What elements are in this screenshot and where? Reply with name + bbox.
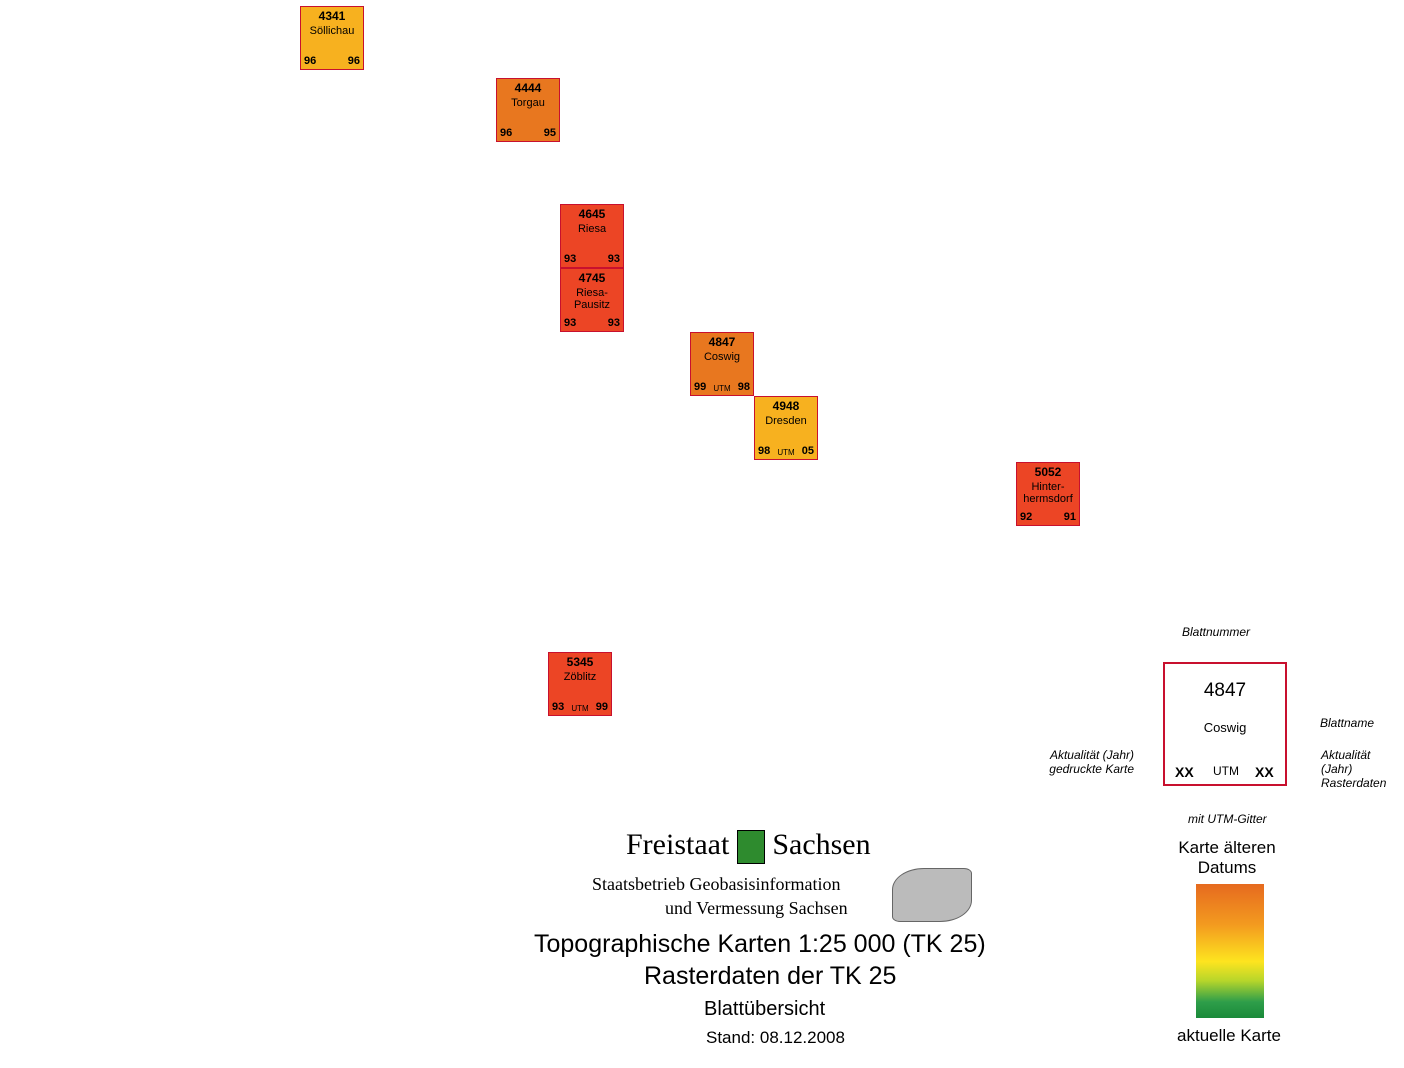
sheet-year-print: 96 bbox=[500, 127, 513, 139]
legend-right-note: Aktualität (Jahr) Rasterdaten bbox=[1321, 748, 1387, 790]
legend-current: aktuelle Karte bbox=[1177, 1026, 1281, 1045]
agency-line-1: Staatsbetrieb Geobasisinformation bbox=[592, 874, 841, 894]
sheet-year-print: 98 bbox=[758, 445, 771, 457]
legend-utm-note: mit UTM-Gitter bbox=[1188, 812, 1267, 826]
sheet-number: 4948 bbox=[772, 399, 800, 413]
sheet-year-raster: 93 bbox=[607, 253, 620, 265]
sheet-year-raster: 98 bbox=[737, 381, 750, 393]
logo-sachsen: Sachsen bbox=[772, 828, 871, 861]
title-date: Stand: 08.12.2008 bbox=[706, 1028, 845, 1047]
saxony-shape-icon bbox=[892, 868, 972, 922]
logo-freistaat: Freistaat bbox=[626, 828, 730, 861]
legend-xx-print: XX bbox=[1175, 764, 1194, 780]
legend-blattnummer: Blattnummer bbox=[1182, 625, 1251, 639]
color-ramp bbox=[1196, 884, 1264, 1018]
sheet-year-print: 93 bbox=[564, 253, 577, 265]
sheet-year-raster: 95 bbox=[543, 127, 556, 139]
map-sheet[interactable]: 4847 Coswig 99 UTM 98 bbox=[690, 332, 754, 396]
title-overview: Blattübersicht bbox=[704, 998, 826, 1020]
sheet-name: Dresden bbox=[765, 415, 807, 427]
sheet-number: 4745 bbox=[578, 271, 606, 285]
sheet-name: Coswig bbox=[703, 351, 741, 363]
sheet-year-print: 93 bbox=[552, 701, 565, 713]
sheet-name: Söllichau bbox=[309, 25, 355, 37]
legend-older: Karte älteren Datums bbox=[1178, 838, 1276, 877]
title-main: Topographische Karten 1:25 000 (TK 25) bbox=[534, 930, 986, 958]
sheet-year-raster: 93 bbox=[607, 317, 620, 329]
legend-example-name: Coswig bbox=[1203, 720, 1247, 735]
title-sub: Rasterdaten der TK 25 bbox=[644, 962, 897, 990]
sheet-year-print: 93 bbox=[564, 317, 577, 329]
legend-example-sheet: 4847 Coswig XX UTM XX bbox=[1163, 662, 1287, 786]
sheet-name: Torgau bbox=[511, 97, 545, 109]
map-sheet[interactable]: 4745 Riesa-Pausitz 93 93 bbox=[560, 268, 624, 332]
legend-example-number: 4847 bbox=[1203, 680, 1247, 701]
sheet-number: 4444 bbox=[514, 81, 542, 95]
sheet-number: 5052 bbox=[1034, 465, 1062, 479]
sheet-name: Riesa-Pausitz bbox=[573, 287, 611, 311]
map-sheet[interactable]: 4948 Dresden 98 UTM 05 bbox=[754, 396, 818, 460]
sheet-year-raster: 91 bbox=[1063, 511, 1076, 523]
map-sheet[interactable]: 5345 Zöblitz 93 UTM 99 bbox=[548, 652, 612, 716]
legend-xx-raster: XX bbox=[1255, 764, 1274, 780]
logo-line: Freistaat Sachsen bbox=[626, 828, 871, 865]
sheet-year-print: 92 bbox=[1020, 511, 1033, 523]
map-sheet[interactable]: 4341 Söllichau 96 96 bbox=[300, 6, 364, 70]
sheet-number: 4847 bbox=[708, 335, 736, 349]
legend-left-note: Aktualität (Jahr) gedruckte Karte bbox=[1049, 748, 1134, 776]
sheet-name: Riesa bbox=[577, 223, 607, 235]
sheet-year-print: 96 bbox=[304, 55, 317, 67]
sheet-year-raster: 05 bbox=[801, 445, 814, 457]
sheet-year-raster: 99 bbox=[595, 701, 608, 713]
legend-utm: UTM bbox=[1213, 764, 1239, 778]
sheet-utm: UTM bbox=[777, 448, 795, 457]
sheet-year-raster: 96 bbox=[347, 55, 360, 67]
legend-blattname: Blattname bbox=[1320, 716, 1375, 730]
map-sheet[interactable]: 4444 Torgau 96 95 bbox=[496, 78, 560, 142]
sheet-number: 5345 bbox=[566, 655, 594, 669]
coat-of-arms-icon bbox=[736, 830, 765, 865]
agency-line-2: und Vermessung Sachsen bbox=[665, 898, 848, 918]
map-sheet[interactable]: 4645 Riesa 93 93 bbox=[560, 204, 624, 268]
map-sheet[interactable]: 5052 Hinter-hermsdorf 92 91 bbox=[1016, 462, 1080, 526]
sheet-name: Hinter-hermsdorf bbox=[1023, 481, 1073, 505]
sheet-number: 4645 bbox=[578, 207, 606, 221]
sheet-name: Zöblitz bbox=[563, 671, 597, 683]
sheet-number: 4341 bbox=[318, 9, 346, 23]
sheet-utm: UTM bbox=[571, 704, 589, 713]
sheet-utm: UTM bbox=[713, 384, 731, 393]
sheet-year-print: 99 bbox=[694, 381, 707, 393]
